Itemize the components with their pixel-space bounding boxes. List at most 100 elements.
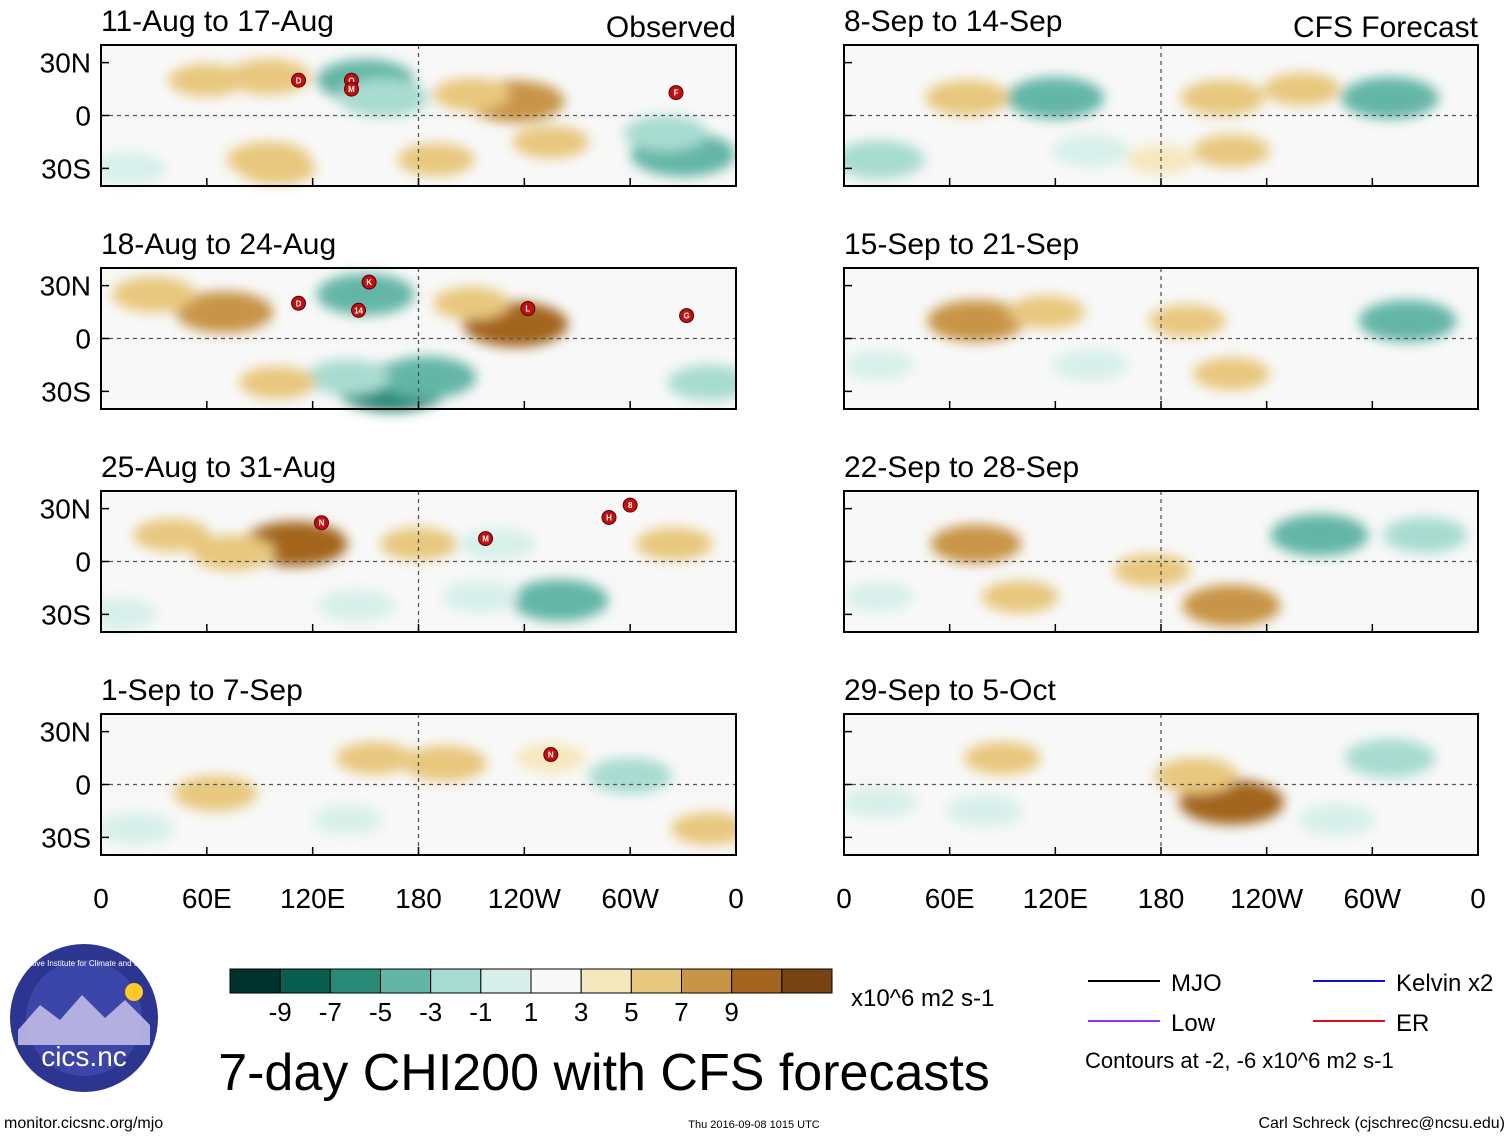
legend-label: Kelvin x2 bbox=[1396, 970, 1493, 997]
contours-note: Contours at -2, -6 x10^6 m2 s-1 bbox=[1085, 1048, 1394, 1073]
storm-icon bbox=[478, 531, 494, 547]
colorbar-swatch bbox=[380, 968, 432, 994]
observed-panel: D K 14 L G 18-Aug to 24-Aug bbox=[100, 228, 737, 412]
logo-mountains bbox=[18, 995, 150, 1045]
anomaly-blob bbox=[173, 775, 258, 812]
anomaly-blob bbox=[101, 812, 175, 846]
storm-marker: F bbox=[668, 85, 684, 101]
y-tick-label: 0 bbox=[75, 547, 91, 578]
logo-name: cics.nc bbox=[41, 1041, 127, 1072]
colorbar-swatch bbox=[430, 968, 482, 994]
panel-header-label: CFS Forecast bbox=[1293, 11, 1479, 44]
anomaly-blob bbox=[844, 349, 915, 380]
storm-label: F bbox=[674, 89, 679, 98]
anomaly-blob bbox=[402, 745, 487, 782]
storm-marker: 8 bbox=[622, 497, 638, 513]
storm-icon bbox=[601, 509, 617, 525]
anomaly-blob bbox=[305, 359, 390, 396]
legend-label: Low bbox=[1171, 1010, 1216, 1037]
anomaly-blob bbox=[432, 286, 510, 320]
storm-label: M bbox=[348, 85, 355, 94]
x-tick-label: 0 bbox=[728, 883, 744, 914]
anomaly-blob bbox=[1008, 295, 1086, 329]
storm-label: N bbox=[548, 751, 554, 760]
storm-marker: 14 bbox=[351, 302, 367, 318]
anomaly-blob bbox=[226, 58, 311, 95]
legend-label: MJO bbox=[1171, 970, 1222, 997]
colorbar-swatch bbox=[731, 968, 783, 994]
anomaly-blob bbox=[432, 77, 510, 111]
y-tick-label: 30N bbox=[40, 717, 91, 748]
figure-title: 7-day CHI200 with CFS forecasts bbox=[218, 1044, 990, 1102]
storm-label: D bbox=[296, 299, 302, 308]
anomaly-blob bbox=[510, 579, 609, 622]
x-tick-label: 120E bbox=[1023, 883, 1088, 914]
colorbar-swatch bbox=[681, 968, 733, 994]
x-tick-label: 180 bbox=[395, 883, 442, 914]
storm-label: O bbox=[348, 76, 354, 85]
panel-period: 22-Sep to 28-Sep bbox=[844, 451, 1079, 484]
colorbar-swatch bbox=[329, 968, 382, 994]
x-tick-label: 120E bbox=[280, 883, 345, 914]
colorbar-tick-label: -3 bbox=[419, 997, 442, 1027]
storm-marker: G bbox=[679, 308, 695, 324]
anomaly-field bbox=[844, 295, 1457, 391]
x-tick-label: 120W bbox=[488, 883, 562, 914]
footer-timestamp: Thu 2016-09-08 1015 UTC bbox=[688, 1119, 820, 1131]
forecast-panel: 22-Sep to 28-Sep bbox=[843, 451, 1479, 633]
colorbar-tick-label: -9 bbox=[269, 997, 292, 1027]
colorbar-swatch bbox=[279, 968, 331, 994]
anomaly-blob bbox=[1192, 357, 1270, 391]
anomaly-blob bbox=[927, 299, 1026, 342]
storm-marker: H bbox=[601, 509, 617, 525]
anomaly-blob bbox=[981, 580, 1059, 614]
colorbar-tick-label: 9 bbox=[724, 997, 738, 1027]
footer-credit: Carl Schreck (cjschrec@ncsu.edu) bbox=[1258, 1115, 1505, 1132]
x-tick-label: 0 bbox=[836, 883, 852, 914]
anomaly-blob bbox=[1344, 738, 1436, 778]
legend: MJO Kelvin x2 Low ER bbox=[1088, 970, 1493, 1037]
anomaly-blob bbox=[337, 78, 429, 118]
forecast-panel: 8-Sep to 14-Sep CFS Forecast bbox=[843, 5, 1479, 187]
y-tick-label: 30S bbox=[41, 376, 91, 407]
storm-icon bbox=[343, 81, 359, 97]
anomaly-blob bbox=[635, 527, 713, 561]
footer-url[interactable]: monitor.cicsnc.org/mjo bbox=[4, 1115, 163, 1132]
anomaly-blob bbox=[101, 597, 158, 631]
anomaly-field bbox=[111, 273, 736, 412]
anomaly-blob bbox=[238, 366, 316, 400]
anomaly-blob bbox=[318, 589, 396, 623]
anomaly-blob bbox=[1052, 134, 1130, 168]
storm-label: K bbox=[366, 278, 372, 287]
storm-icon bbox=[291, 72, 307, 88]
anomaly-blob bbox=[623, 115, 708, 152]
y-tick-label: 0 bbox=[75, 770, 91, 801]
colorbar-tick-label: 1 bbox=[524, 997, 538, 1027]
y-tick-label: 0 bbox=[75, 101, 91, 132]
anomaly-blob bbox=[930, 524, 1022, 564]
storm-marker: K bbox=[361, 274, 377, 290]
anomaly-blob bbox=[312, 804, 383, 835]
anomaly-blob bbox=[380, 527, 457, 561]
anomaly-blob bbox=[1270, 514, 1369, 557]
storm-icon bbox=[361, 274, 377, 290]
storm-label: M bbox=[482, 535, 489, 544]
storm-label: G bbox=[683, 312, 689, 321]
anomaly-blob bbox=[667, 364, 736, 401]
storm-marker: D bbox=[291, 72, 307, 88]
anomaly-blob bbox=[111, 276, 196, 313]
anomaly-field bbox=[101, 58, 736, 185]
y-tick-label: 30S bbox=[41, 599, 91, 630]
x-tick-label: 0 bbox=[93, 883, 109, 914]
storm-icon bbox=[351, 302, 367, 318]
anomaly-field bbox=[844, 72, 1439, 180]
storm-icon bbox=[313, 515, 329, 531]
storm-icon bbox=[679, 308, 695, 324]
anomaly-blob bbox=[844, 581, 915, 612]
anomaly-blob bbox=[168, 63, 246, 97]
colorbar-swatch bbox=[480, 968, 532, 994]
storm-label: H bbox=[606, 513, 612, 522]
panel-period: 1-Sep to 7-Sep bbox=[101, 674, 303, 707]
